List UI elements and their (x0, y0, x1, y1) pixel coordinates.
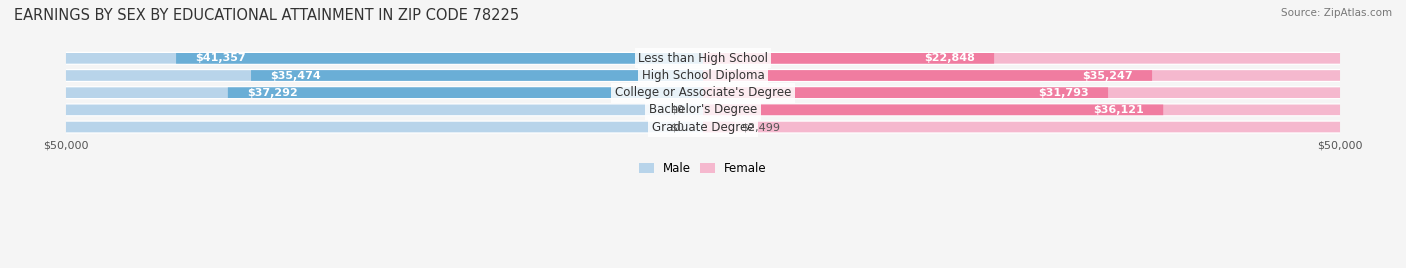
Text: High School Diploma: High School Diploma (641, 69, 765, 82)
FancyBboxPatch shape (228, 87, 703, 98)
FancyBboxPatch shape (66, 122, 703, 132)
FancyBboxPatch shape (703, 122, 1340, 132)
FancyBboxPatch shape (66, 70, 703, 81)
FancyBboxPatch shape (703, 70, 1340, 81)
FancyBboxPatch shape (66, 86, 1340, 99)
Text: $31,793: $31,793 (1038, 88, 1090, 98)
FancyBboxPatch shape (66, 69, 1340, 82)
FancyBboxPatch shape (66, 105, 703, 115)
Text: $36,121: $36,121 (1094, 105, 1144, 115)
Legend: Male, Female: Male, Female (634, 157, 772, 180)
FancyBboxPatch shape (66, 53, 703, 64)
FancyBboxPatch shape (66, 87, 703, 98)
FancyBboxPatch shape (703, 105, 1163, 115)
Text: $0: $0 (669, 122, 683, 132)
Text: $35,474: $35,474 (270, 70, 321, 80)
FancyBboxPatch shape (703, 53, 994, 64)
FancyBboxPatch shape (703, 122, 735, 132)
FancyBboxPatch shape (66, 52, 1340, 65)
Text: Less than High School: Less than High School (638, 52, 768, 65)
FancyBboxPatch shape (252, 70, 703, 81)
FancyBboxPatch shape (66, 103, 1340, 116)
FancyBboxPatch shape (176, 53, 703, 64)
FancyBboxPatch shape (703, 87, 1340, 98)
FancyBboxPatch shape (703, 53, 1340, 64)
Text: $35,247: $35,247 (1083, 70, 1133, 80)
FancyBboxPatch shape (703, 87, 1108, 98)
Text: Bachelor's Degree: Bachelor's Degree (650, 103, 756, 116)
Text: Graduate Degree: Graduate Degree (652, 121, 754, 133)
FancyBboxPatch shape (66, 121, 1340, 133)
FancyBboxPatch shape (703, 105, 1340, 115)
Text: $41,357: $41,357 (195, 53, 246, 63)
FancyBboxPatch shape (703, 70, 1152, 81)
Text: $0: $0 (669, 105, 683, 115)
Text: College or Associate's Degree: College or Associate's Degree (614, 86, 792, 99)
Text: $22,848: $22,848 (924, 53, 974, 63)
Text: EARNINGS BY SEX BY EDUCATIONAL ATTAINMENT IN ZIP CODE 78225: EARNINGS BY SEX BY EDUCATIONAL ATTAINMEN… (14, 8, 519, 23)
Text: $37,292: $37,292 (247, 88, 298, 98)
Text: Source: ZipAtlas.com: Source: ZipAtlas.com (1281, 8, 1392, 18)
Text: $2,499: $2,499 (741, 122, 780, 132)
